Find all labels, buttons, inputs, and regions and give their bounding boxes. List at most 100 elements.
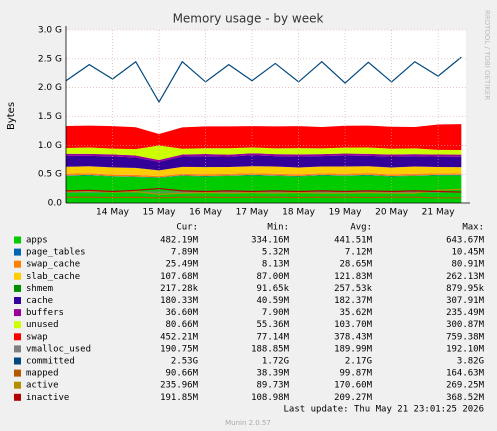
y-tick-label: 1.5 G [38,112,62,122]
legend-value: 36.60M [165,308,198,318]
legend-value: 190.75M [160,344,199,354]
line [65,188,462,195]
legend-value: 441.51M [334,236,373,246]
legend-value: 188.85M [251,344,290,354]
legend-header: Max: [462,223,484,233]
legend-value: 35.62M [339,308,372,318]
line [66,196,462,199]
legend-value: 3.82G [457,357,484,367]
legend-value: 879.95k [446,284,485,294]
y-axis-label: Bytes [6,102,17,130]
legend-value: 269.25M [446,381,485,391]
x-tick-label: 21 May [422,208,456,218]
legend-name: active [26,381,59,391]
legend-name: buffers [26,308,64,318]
legend-swatch [14,284,21,292]
area [66,166,462,177]
legend-swatch [14,297,21,304]
legend-value: 121.83M [334,272,373,282]
legend-swatch [14,369,21,377]
legend-value: 7.90M [262,308,290,318]
area [66,145,462,160]
legend-name: apps [26,236,48,246]
legend-value: 217.28k [160,284,199,294]
legend-swatch [14,381,21,389]
legend-value: 300.87M [446,320,485,330]
x-tick-label: 15 May [143,208,177,218]
legend-name: vmalloc_used [26,344,91,354]
legend-value: 482.19M [160,236,199,246]
legend-value: 180.33M [160,296,199,306]
area [66,173,462,178]
legend-swatch [14,357,21,365]
legend-value: 38.39M [256,369,289,379]
legend-value: 90.66M [165,369,198,379]
legend-value: 182.37M [334,296,373,306]
legend-value: 40.59M [256,296,289,306]
legend-swatch [14,345,21,353]
legend-swatch [14,309,21,317]
legend-swatch [14,393,21,401]
legend-swatch [14,321,21,329]
legend-value: 262.13M [446,272,485,282]
y-tick-label: 1.0 G [38,141,62,151]
legend-name: committed [26,357,75,367]
legend-name: slab_cache [26,272,80,282]
legend-swatch [14,272,21,280]
line [65,56,462,104]
area [66,153,462,162]
legend-value: 164.63M [446,369,485,379]
legend-value: 209.27M [334,393,373,403]
legend-value: 170.60M [334,381,373,391]
legend-value: 7.89M [171,248,199,258]
legend-value: 87.00M [256,272,289,282]
x-tick-label: 16 May [189,208,223,218]
legend-value: 55.36M [256,320,289,330]
legend-value: 192.10M [446,344,485,354]
x-tick-label: 14 May [96,208,130,218]
legend-name: inactive [26,393,69,403]
x-tick-label: 20 May [375,208,409,218]
legend-swatch [14,236,21,244]
legend-name: mapped [26,369,59,379]
x-tick-label: 18 May [282,208,316,218]
footer: Munin 2.0.57 [225,419,271,427]
legend-swatch [14,248,21,256]
legend-header: Min: [267,223,289,233]
legend-value: 91.65k [256,284,289,294]
legend-value: 235.96M [160,381,199,391]
legend-value: 80.66M [165,320,198,330]
legend-name: unused [26,320,59,330]
x-tick-label: 19 May [329,208,363,218]
legend-value: 99.87M [339,369,372,379]
y-tick-label: 2.0 G [38,83,62,93]
legend-value: 235.49M [446,308,485,318]
legend-value: 10.45M [451,248,484,258]
watermark: RRDTOOL / TOBI OETIKER [483,10,491,100]
area [66,124,462,151]
x-tick-label: 17 May [236,208,270,218]
legend-value: 307.91M [446,296,485,306]
area [66,155,462,171]
legend-header: Cur: [176,223,198,233]
legend-value: 368.52M [446,393,485,403]
legend-value: 378.43M [334,332,373,342]
legend-value: 191.85M [160,393,199,403]
legend-swatch [14,260,21,268]
legend-value: 89.73M [256,381,289,391]
legend-value: 28.65M [339,260,372,270]
legend-value: 1.72G [262,357,289,367]
area [66,174,462,178]
legend-value: 8.13M [262,260,290,270]
legend-value: 452.21M [160,332,199,342]
last-update: Last update: Thu May 21 23:01:25 2026 [284,405,484,415]
legend-value: 107.68M [160,272,199,282]
legend-name: swap [26,332,48,342]
legend-value: 643.67M [446,236,485,246]
legend-value: 257.53k [334,284,373,294]
legend-value: 189.99M [334,344,373,354]
line [65,187,462,193]
legend-name: swap_cache [26,260,80,270]
legend-name: cache [26,296,53,306]
legend-value: 2.53G [171,357,198,367]
